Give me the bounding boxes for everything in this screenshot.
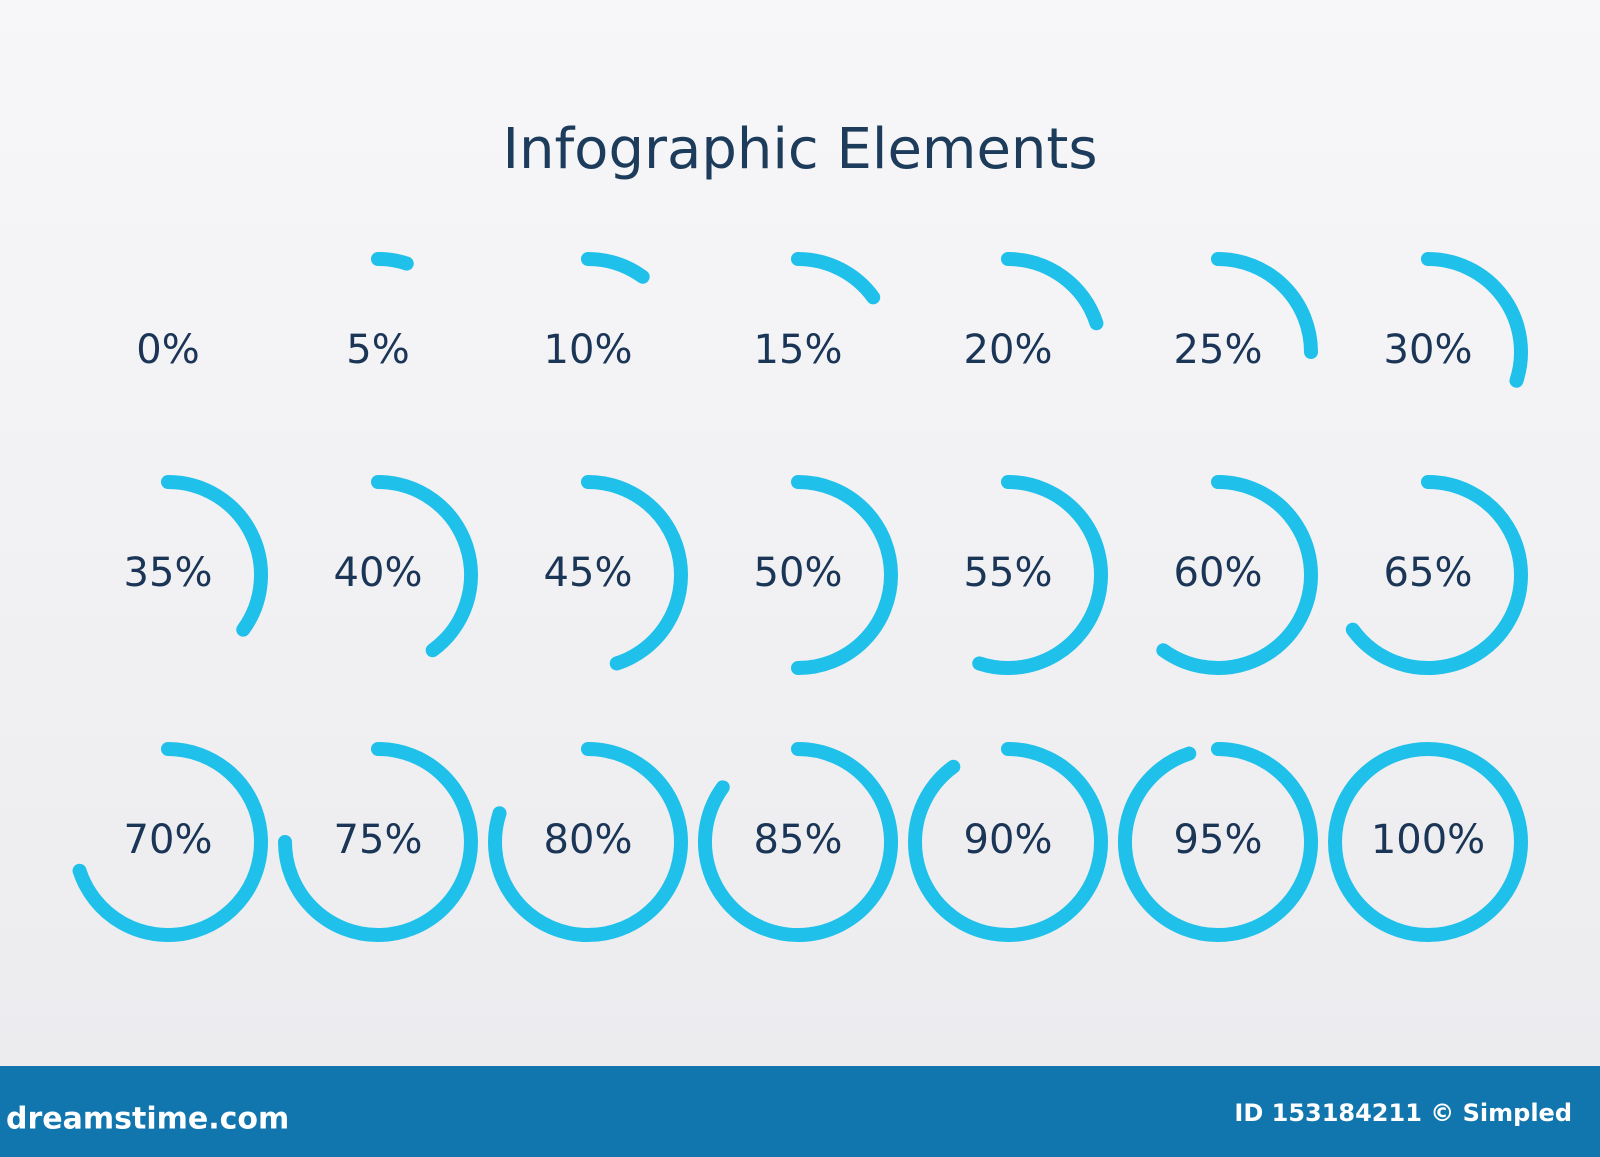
ring-label: 65% (1384, 550, 1473, 596)
ring-label: 75% (334, 817, 423, 863)
ring-label: 15% (754, 327, 843, 373)
ring-label: 95% (1174, 817, 1263, 863)
footer-band (0, 1066, 1600, 1157)
ring (1328, 742, 1528, 942)
ring-arc (972, 475, 1108, 675)
title: Infographic Elements (502, 117, 1097, 182)
ring-label: 0% (136, 327, 199, 373)
footer-site: dreamstime.com (6, 1102, 289, 1137)
ring-label: 70% (124, 817, 213, 863)
footer-credit: ID 153184211 © Simpled (1234, 1099, 1572, 1127)
ring-label: 20% (964, 327, 1053, 373)
ring-arc (278, 742, 478, 942)
ring-label: 30% (1384, 327, 1473, 373)
ring-label: 50% (754, 550, 843, 596)
ring-arc (791, 475, 898, 675)
ring-arc (1421, 252, 1528, 388)
ring-arc (1345, 475, 1528, 675)
ring-label: 35% (124, 550, 213, 596)
ring-label: 25% (1174, 327, 1263, 373)
ring-arc (1001, 252, 1104, 331)
ring-arc (488, 742, 688, 942)
ring-arc (581, 252, 650, 284)
ring-arc (161, 475, 268, 637)
ring-arc (72, 742, 268, 942)
ring-label: 60% (1174, 550, 1263, 596)
ring-arc (1156, 475, 1318, 675)
ring-label: 100% (1371, 817, 1485, 863)
ring-arc (581, 475, 688, 671)
ring-arc (371, 475, 478, 658)
ring-label: 80% (544, 817, 633, 863)
ring-arc (791, 252, 881, 305)
ring-label: 45% (544, 550, 633, 596)
ring-arc (371, 252, 414, 271)
ring-label: 85% (754, 817, 843, 863)
ring-arc (1118, 742, 1318, 942)
ring-arc (698, 742, 898, 942)
background (0, 0, 1600, 1066)
ring-label: 90% (964, 817, 1053, 863)
ring-arc (908, 742, 1108, 942)
ring-label: 40% (334, 550, 423, 596)
ring-label: 10% (544, 327, 633, 373)
ring-arc (1211, 252, 1318, 359)
ring-label: 5% (346, 327, 409, 373)
ring-label: 55% (964, 550, 1053, 596)
